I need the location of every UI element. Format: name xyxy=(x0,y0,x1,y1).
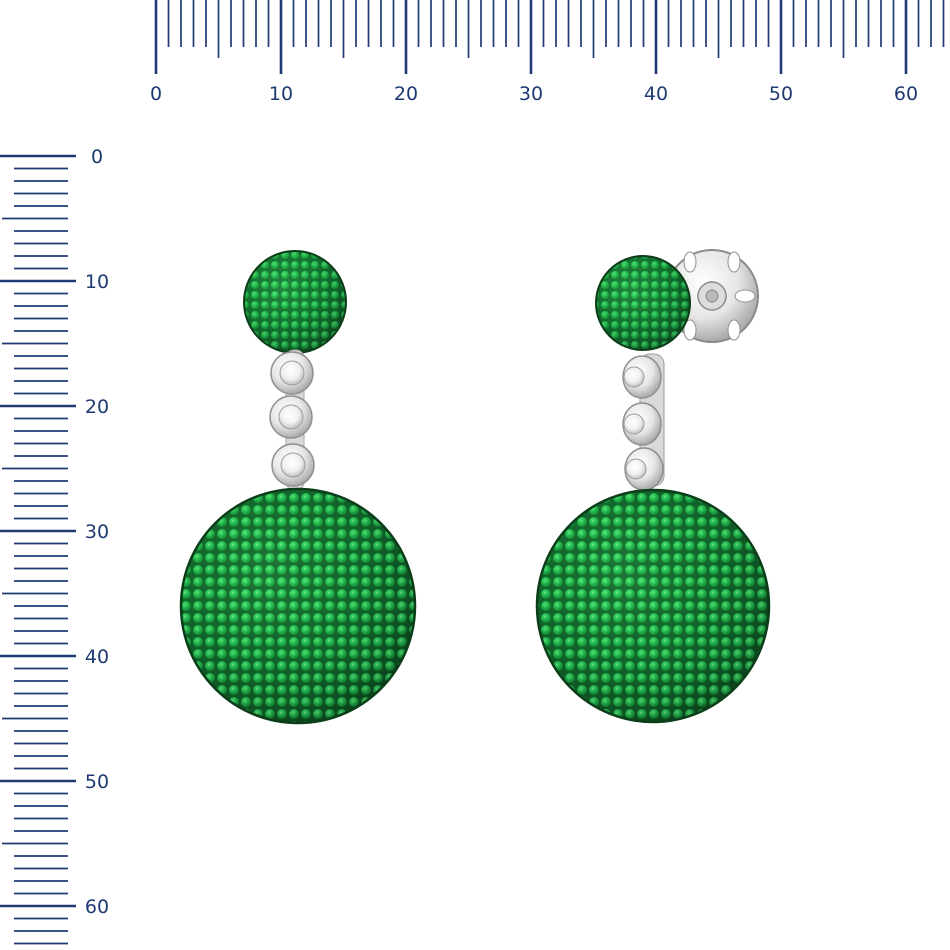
horizontal-ruler-label: 20 xyxy=(394,83,418,105)
vertical-ruler-label: 0 xyxy=(91,146,103,168)
vertical-ruler-label: 60 xyxy=(85,896,109,918)
vertical-ruler-label: 10 xyxy=(85,271,109,293)
earring-back-clip xyxy=(665,249,759,343)
right-earring xyxy=(535,249,771,724)
left-link-1 xyxy=(270,351,314,395)
vertical-ruler-label: 40 xyxy=(85,646,109,668)
left-links xyxy=(269,349,315,491)
horizontal-ruler: 0 10 20 30 40 50 60 xyxy=(150,0,945,105)
left-earring xyxy=(179,250,417,725)
vertical-ruler: 0 10 20 30 40 50 60 xyxy=(0,146,109,945)
left-top-sphere xyxy=(243,250,347,354)
left-link-2 xyxy=(269,395,313,439)
right-top-sphere xyxy=(595,255,691,351)
right-bottom-sphere xyxy=(535,488,771,724)
right-link-1 xyxy=(622,355,662,399)
horizontal-ruler-label: 10 xyxy=(269,83,293,105)
left-bottom-sphere xyxy=(179,487,417,725)
horizontal-ruler-label: 60 xyxy=(894,83,918,105)
right-link-3 xyxy=(624,447,664,491)
right-links xyxy=(622,353,665,491)
horizontal-ruler-label: 40 xyxy=(644,83,668,105)
vertical-ruler-label: 20 xyxy=(85,396,109,418)
horizontal-ruler-label: 0 xyxy=(150,83,162,105)
vertical-ruler-label: 50 xyxy=(85,771,109,793)
vertical-ruler-label: 30 xyxy=(85,521,109,543)
left-link-3 xyxy=(271,443,315,487)
horizontal-ruler-label: 50 xyxy=(769,83,793,105)
horizontal-ruler-label: 30 xyxy=(519,83,543,105)
right-link-2 xyxy=(622,402,662,446)
